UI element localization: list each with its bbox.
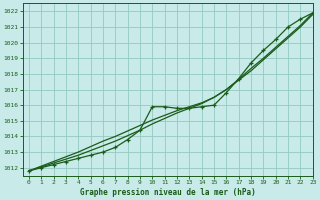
X-axis label: Graphe pression niveau de la mer (hPa): Graphe pression niveau de la mer (hPa) xyxy=(80,188,256,197)
